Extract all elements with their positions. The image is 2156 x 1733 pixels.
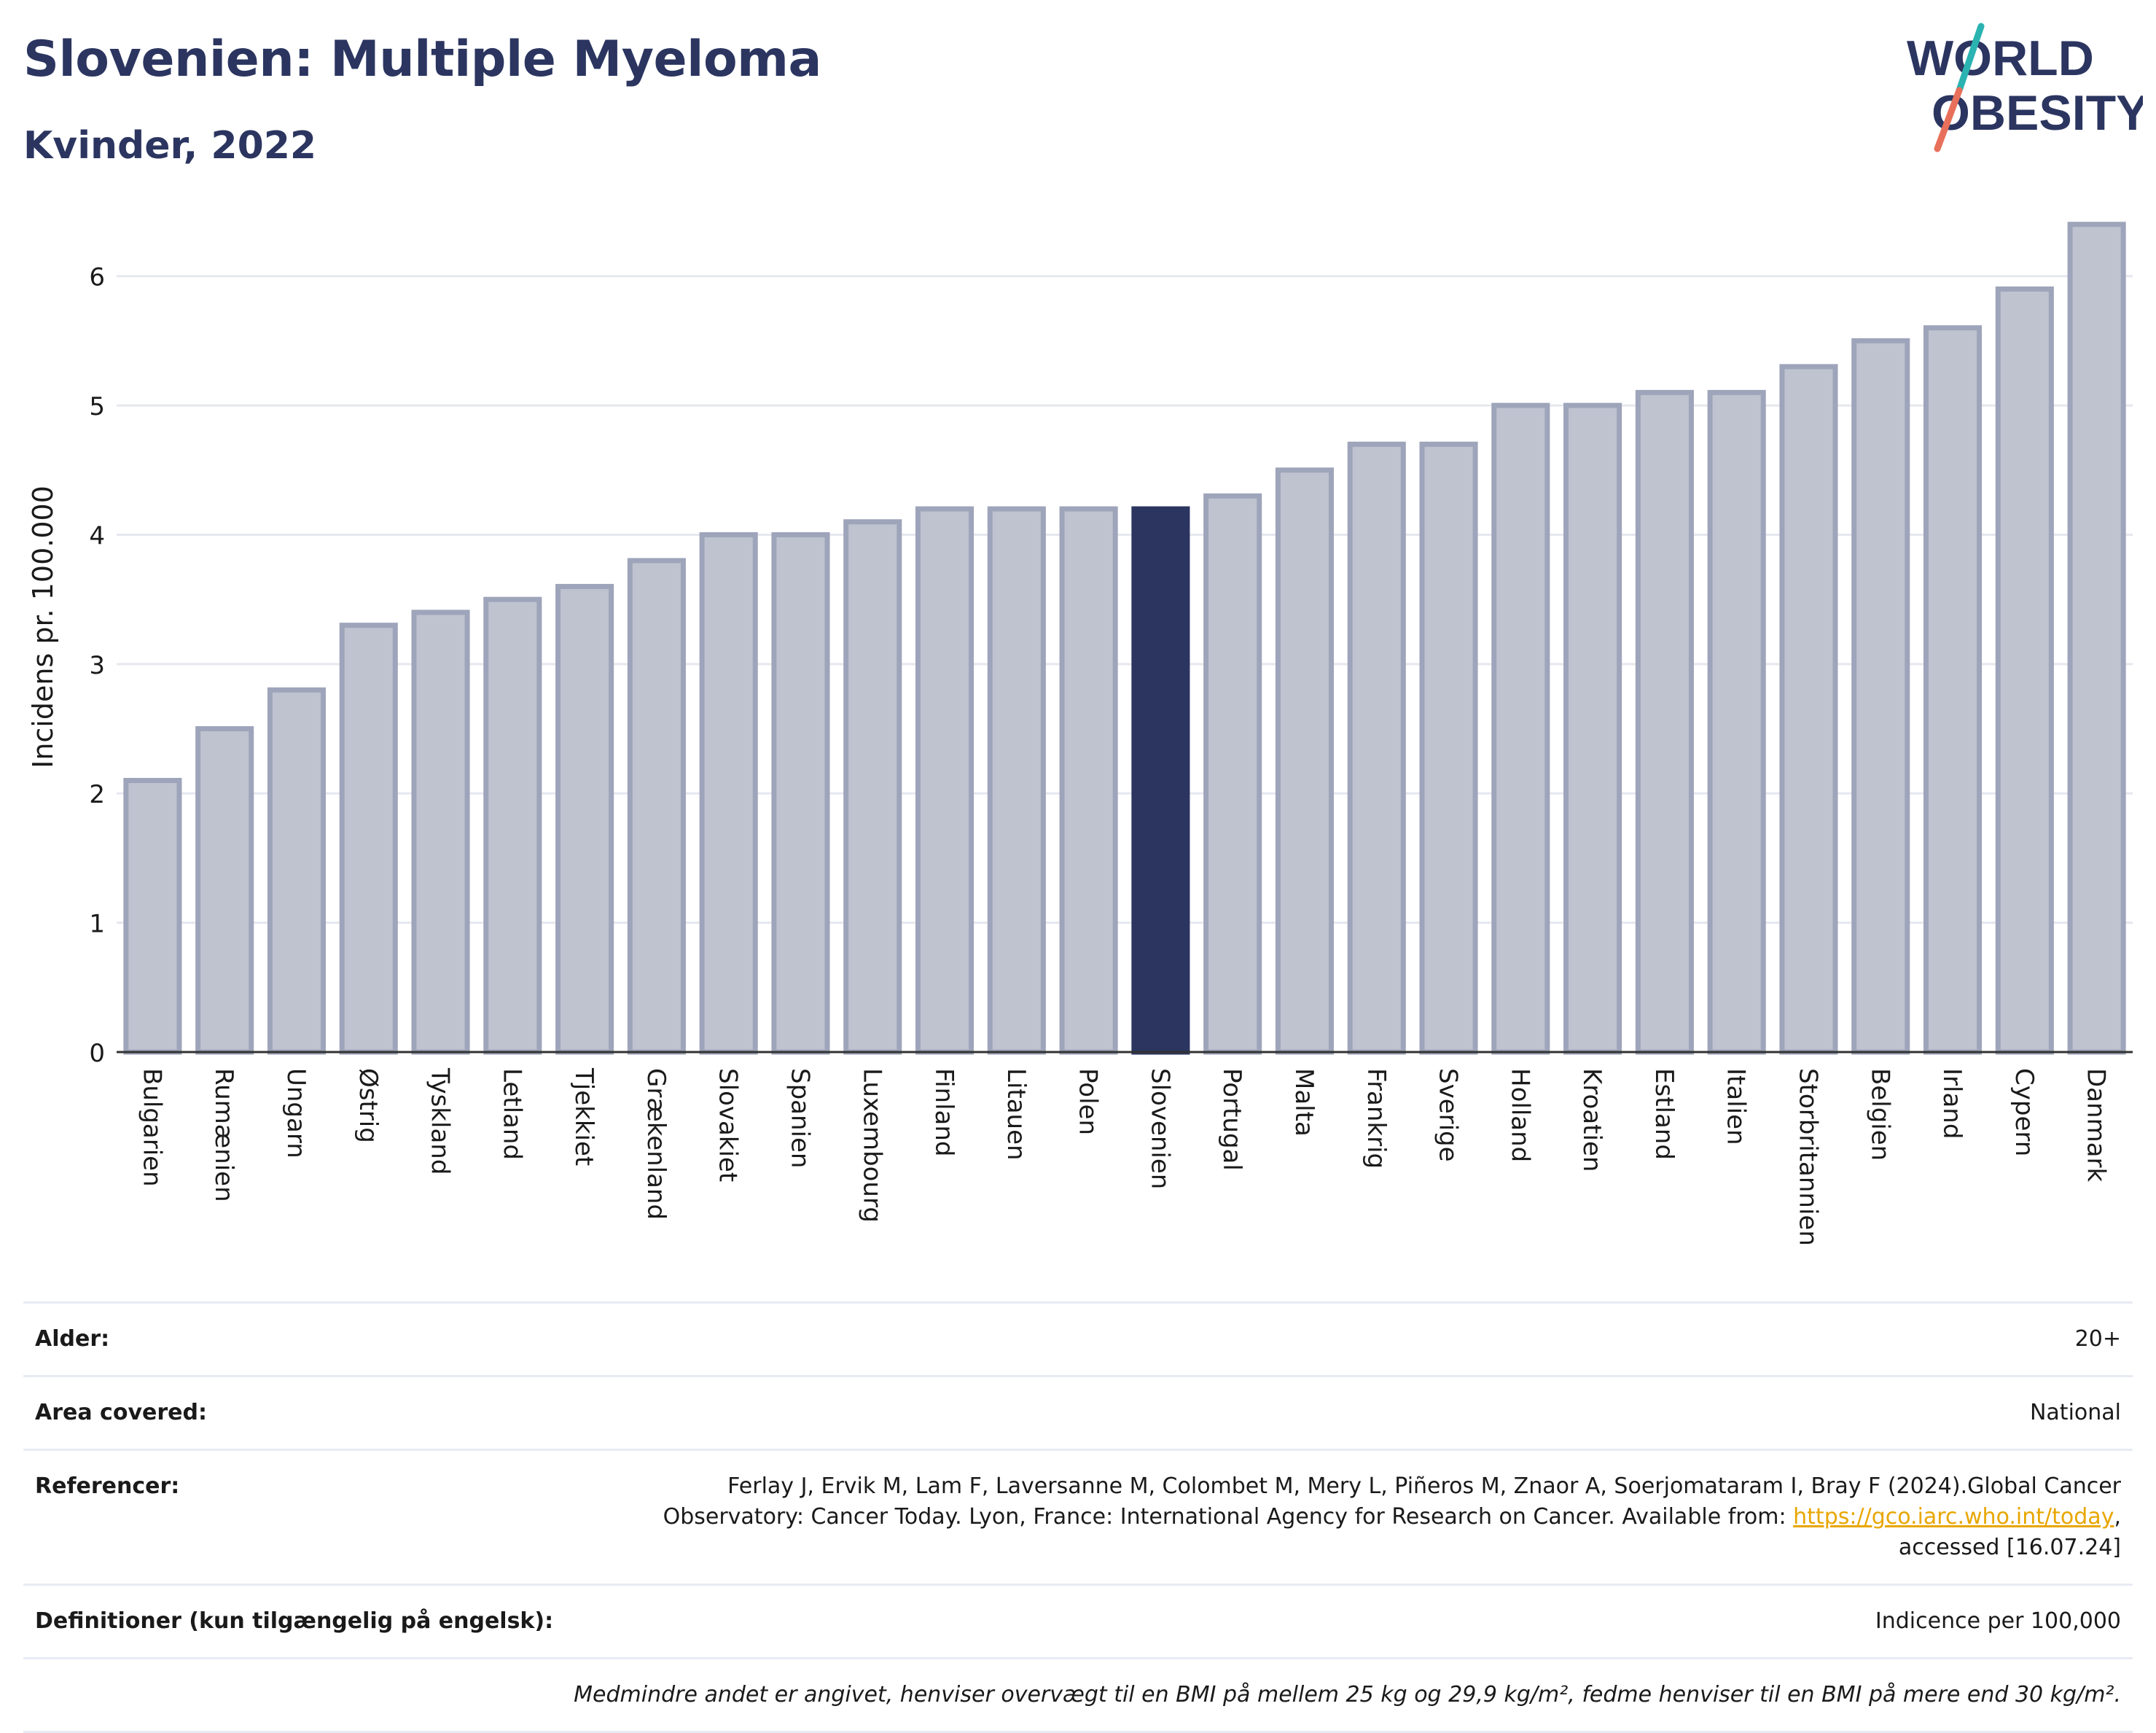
y-tick-label: 3 <box>89 651 105 680</box>
bar-italien <box>1707 389 1766 1055</box>
x-tick-label: Rumænien <box>209 1068 238 1202</box>
x-tick-label: Slovakiet <box>714 1068 743 1182</box>
world-obesity-logo: WORLD OBESITY <box>1907 23 2143 152</box>
x-tick-label: Storbritannien <box>1793 1068 1822 1246</box>
x-tick-label: Italien <box>1722 1068 1751 1145</box>
info-note: Medmindre andet er angivet, henviser ove… <box>23 1657 2133 1733</box>
bar-tyskland <box>411 610 470 1055</box>
axes: 0 1 2 3 4 5 6 Bulgarien Rumænien Ungarn Østrig Tysk… <box>89 263 2133 1246</box>
y-tick-label: 4 <box>89 521 105 550</box>
x-tick-label: Bulgarien <box>137 1068 166 1187</box>
x-tick-label: Malta <box>1289 1068 1319 1137</box>
x-tick-label: Grækenland <box>641 1068 671 1220</box>
reference-text-end: , accessed [16.07.24] <box>1898 1504 2121 1560</box>
bars <box>123 222 2126 1055</box>
chart-subtitle: Kvinder, 2022 <box>23 124 317 168</box>
y-tick-label: 6 <box>89 263 105 292</box>
bar-danmark <box>2067 222 2126 1055</box>
y-tick-label: 5 <box>89 392 105 421</box>
bar-portugal <box>1203 493 1262 1055</box>
logo-text-world: WORLD <box>1907 31 2094 86</box>
info-row-references: Referencer: Ferlay J, Ervik M, Lam F, La… <box>23 1449 2133 1584</box>
bar-ungarn <box>267 687 327 1055</box>
info-table: Alder: 20+ Area covered: National Refere… <box>23 1301 2133 1733</box>
info-value: Indicence per 100,000 <box>1875 1608 2121 1634</box>
bar-kroatien <box>1563 402 1622 1055</box>
reference-text: Ferlay J, Ervik M, Lam F, Laversanne M, … <box>663 1473 2121 1530</box>
x-tick-label: Irland <box>1937 1068 1966 1139</box>
x-tick-label: Finland <box>929 1068 958 1157</box>
reference-link[interactable]: https://gco.iarc.who.int/today <box>1793 1504 2114 1530</box>
info-label: Area covered: <box>35 1400 207 1425</box>
info-row-age: Alder: 20+ <box>23 1301 2133 1375</box>
logo-slash-red <box>1934 87 1963 152</box>
bar-luxembourg <box>843 519 902 1055</box>
x-tick-label: Belgien <box>1865 1068 1894 1161</box>
x-tick-label: Tjekkiet <box>569 1067 598 1166</box>
y-tick-label: 0 <box>89 1039 105 1068</box>
bar-holland <box>1491 402 1550 1055</box>
bar-litauen <box>987 506 1046 1055</box>
y-axis-label: Incidens pr. 100.000 <box>27 486 59 768</box>
bar-polen <box>1059 506 1118 1055</box>
info-value: 20+ <box>2074 1326 2121 1352</box>
bar-letland <box>483 596 542 1055</box>
bar-malta <box>1275 467 1335 1055</box>
bar-storbritannien <box>1779 364 1838 1055</box>
x-tick-label: Holland <box>1505 1068 1534 1162</box>
x-tick-label: Portugal <box>1217 1068 1246 1171</box>
x-tick-label: Luxembourg <box>857 1068 886 1223</box>
x-tick-label: Frankrig <box>1362 1068 1391 1169</box>
bar-belgien <box>1851 338 1910 1055</box>
x-tick-label: Østrig <box>354 1068 383 1143</box>
info-value: National <box>2029 1400 2121 1425</box>
bar-spanien <box>771 531 830 1055</box>
info-row-area: Area covered: National <box>23 1375 2133 1449</box>
bar-estland <box>1635 389 1694 1055</box>
chart-title: Slovenien: Multiple Myeloma <box>23 31 821 88</box>
bar-finland <box>915 506 975 1055</box>
y-tick-label: 1 <box>89 910 105 939</box>
x-tick-label: Spanien <box>785 1068 814 1168</box>
bar-grækenland <box>627 558 686 1055</box>
info-row-definitions: Definitioner (kun tilgængelig på engelsk… <box>23 1584 2133 1657</box>
info-value: Ferlay J, Ervik M, Lam F, Laversanne M, … <box>634 1471 2121 1563</box>
info-label: Alder: <box>35 1326 110 1352</box>
footnote-text: Medmindre andet er angivet, henviser ove… <box>574 1682 2121 1707</box>
x-tick-label: Letland <box>497 1068 526 1160</box>
x-tick-label: Estland <box>1649 1068 1679 1160</box>
logo-slash-teal <box>1956 23 1985 94</box>
info-label: Definitioner (kun tilgængelig på engelsk… <box>35 1608 554 1634</box>
bar-slovakiet <box>699 531 758 1055</box>
bar-rumænien <box>195 726 254 1055</box>
info-label: Referencer: <box>35 1473 180 1499</box>
bar-cypern <box>1995 286 2054 1055</box>
x-tick-label: Litauen <box>1001 1068 1031 1161</box>
x-tick-label: Cypern <box>2009 1068 2039 1156</box>
bar-frankrig <box>1347 441 1406 1055</box>
bar-bulgarien <box>123 777 182 1055</box>
logo-text-obesity: OBESITY <box>1932 85 2143 141</box>
x-tick-label: Tyskland <box>426 1067 455 1175</box>
x-tick-label: Danmark <box>2082 1068 2111 1182</box>
bar-chart: 0 1 2 3 4 5 6 Bulgarien Rumænien Ungarn Østrig Tysk… <box>27 222 2133 1246</box>
y-tick-label: 2 <box>89 780 105 809</box>
bar-østrig <box>339 623 398 1055</box>
x-tick-label: Sverige <box>1434 1068 1463 1162</box>
bar-sverige <box>1419 441 1478 1055</box>
x-tick-label: Kroatien <box>1577 1068 1606 1172</box>
bar-irland <box>1923 325 1983 1055</box>
bar-tjekkiet <box>555 583 614 1055</box>
x-tick-label: Ungarn <box>281 1068 310 1158</box>
x-tick-label: Polen <box>1074 1068 1103 1135</box>
x-tick-label: Slovenien <box>1145 1068 1174 1189</box>
bar-slovenien <box>1131 506 1190 1055</box>
